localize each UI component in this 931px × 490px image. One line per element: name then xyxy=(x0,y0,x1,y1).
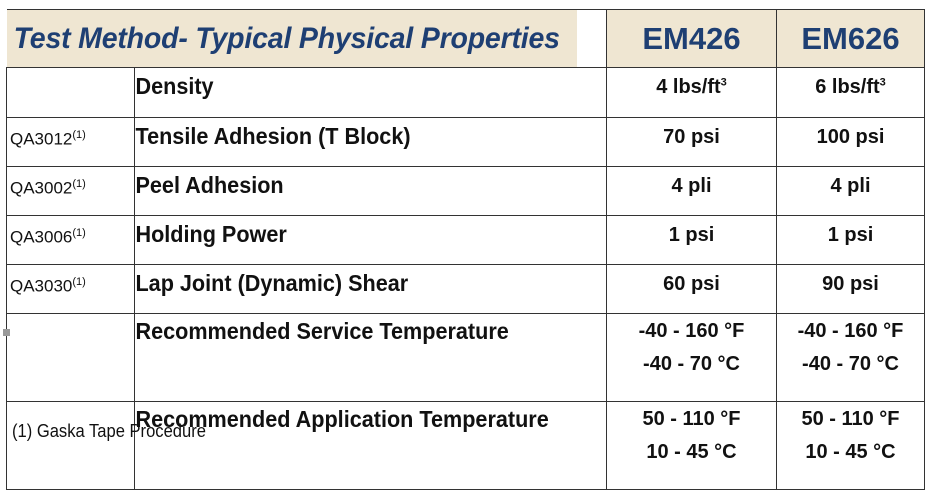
table-row-tensile-adhesion: QA3012(1) Tensile Adhesion (T Block) 70 … xyxy=(6,117,925,167)
value-cell-em426: 1 psi xyxy=(606,215,777,265)
test-method-cell xyxy=(6,401,135,490)
value-cell-em426: -40 - 160 °F -40 - 70 °C xyxy=(606,313,777,402)
property-label: Density xyxy=(134,67,579,118)
value-cell-em426: 70 psi xyxy=(606,117,777,167)
properties-table-wrapper: Test Method- Typical Physical Properties… xyxy=(6,9,925,490)
value-cell-em426: 60 psi xyxy=(606,264,777,314)
test-method-cell xyxy=(6,67,135,118)
value-cell-em626: 50 - 110 °F 10 - 45 °C xyxy=(776,401,925,490)
table-row-density: Density 4 lbs/ft3 6 lbs/ft3 xyxy=(6,67,925,118)
table-header-row: Test Method- Typical Physical Properties… xyxy=(6,9,925,68)
row-resize-handle[interactable] xyxy=(3,329,10,336)
property-label: Peel Adhesion xyxy=(134,166,579,216)
value-cell-em626: 4 pli xyxy=(776,166,925,216)
value-cell-em626: 90 psi xyxy=(776,264,925,314)
column-header-em626: EM626 xyxy=(776,9,925,68)
property-label: Tensile Adhesion (T Block) xyxy=(134,117,579,167)
value-cell-em626: 6 lbs/ft3 xyxy=(776,67,925,118)
table-row-holding-power: QA3006(1) Holding Power 1 psi 1 psi xyxy=(6,215,925,265)
value-cell-em626: 1 psi xyxy=(776,215,925,265)
property-label: Recommended Service Temperature xyxy=(134,313,579,402)
value-cell-em626: 100 psi xyxy=(776,117,925,167)
table-title: Test Method- Typical Physical Properties xyxy=(6,9,577,68)
value-cell-em426: 4 lbs/ft3 xyxy=(606,67,777,118)
test-method-cell: QA3012(1) xyxy=(6,117,135,167)
test-method-cell xyxy=(6,313,135,402)
value-cell-em626: -40 - 160 °F -40 - 70 °C xyxy=(776,313,925,402)
footnote: (1) Gaska Tape Procedure xyxy=(12,421,206,441)
property-label: Recommended Application Temperature xyxy=(134,401,579,490)
table-row-lap-joint-shear: QA3030(1) Lap Joint (Dynamic) Shear 60 p… xyxy=(6,264,925,314)
value-cell-em426: 4 pli xyxy=(606,166,777,216)
value-cell-em426: 50 - 110 °F 10 - 45 °C xyxy=(606,401,777,490)
table-row-application-temperature: Recommended Application Temperature 50 -… xyxy=(6,401,925,490)
property-label: Lap Joint (Dynamic) Shear xyxy=(134,264,579,314)
test-method-cell: QA3030(1) xyxy=(6,264,135,314)
property-label: Holding Power xyxy=(134,215,579,265)
test-method-cell: QA3006(1) xyxy=(6,215,135,265)
table-row-service-temperature: Recommended Service Temperature -40 - 16… xyxy=(6,313,925,402)
column-header-em426: EM426 xyxy=(606,9,777,68)
properties-table: Test Method- Typical Physical Properties… xyxy=(6,9,925,490)
test-method-cell: QA3002(1) xyxy=(6,166,135,216)
table-row-peel-adhesion: QA3002(1) Peel Adhesion 4 pli 4 pli xyxy=(6,166,925,216)
